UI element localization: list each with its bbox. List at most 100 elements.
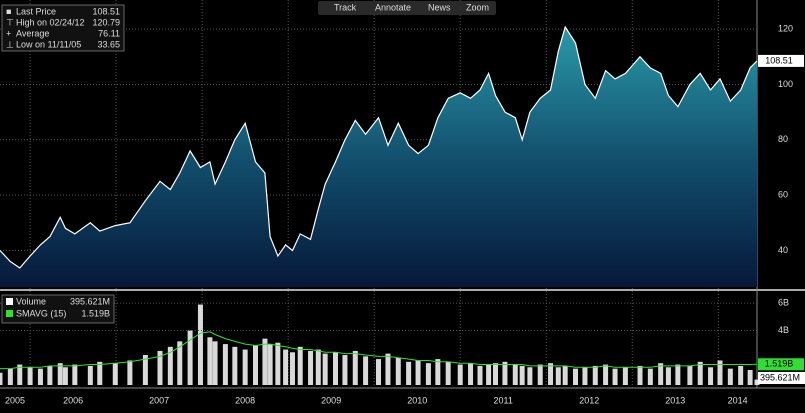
volume-bar	[697, 361, 703, 385]
volume-bar	[112, 363, 118, 385]
toolbar-news[interactable]: News	[428, 2, 451, 12]
legend-icon: ■	[6, 6, 11, 16]
volume-bar	[142, 355, 148, 385]
last-price-tag	[758, 54, 804, 67]
volume-bar	[0, 372, 3, 385]
y-tick-label: 40	[778, 245, 788, 255]
legend-label: Low on 11/11/05	[16, 39, 81, 49]
smavg-tag	[758, 358, 804, 371]
volume-bar	[425, 363, 431, 385]
x-tick-label: 2009	[321, 395, 341, 405]
toolbar-annotate[interactable]: Annotate	[375, 2, 411, 12]
volume-bar	[72, 364, 78, 385]
y-tick-label: 60	[778, 190, 788, 200]
volume-bar	[87, 365, 93, 385]
smavg-line	[0, 331, 758, 370]
volume-bar	[252, 345, 258, 385]
volume-bar	[62, 367, 68, 385]
x-tick-label: 2013	[665, 395, 685, 405]
y-tick-label: 120	[778, 23, 793, 33]
volume-bar	[363, 356, 369, 385]
volume-bar	[332, 352, 338, 385]
volume-bar	[512, 364, 518, 385]
volume-bar	[548, 363, 554, 385]
price-line	[0, 25, 758, 269]
price-area	[0, 26, 757, 288]
volume-bar	[519, 365, 525, 385]
volume-bar	[445, 361, 451, 385]
volume-bar	[27, 367, 33, 385]
volume-bar	[57, 363, 63, 385]
legend-label: Average	[16, 28, 49, 38]
volume-bar	[395, 357, 401, 385]
volume-bar	[457, 364, 463, 385]
volume-bar	[658, 363, 664, 385]
volume-bar	[717, 360, 723, 385]
layer: 2005 2006 2007 2008 2009 2010 2011 2012 2013 2014…	[0, 0, 793, 405]
volume-bar	[275, 342, 281, 385]
x-tick-label: 2008	[235, 395, 255, 405]
legend-value: 395.621M	[70, 296, 110, 306]
volume-bar	[157, 350, 163, 385]
volume-bar	[406, 361, 412, 385]
volume-bar	[747, 370, 753, 385]
volume-bar	[322, 353, 328, 385]
legend-swatch	[6, 310, 13, 317]
volume-bar	[376, 359, 381, 385]
volume-bar	[212, 341, 218, 385]
volume-bar	[315, 349, 321, 385]
legend-label: Last Price	[16, 6, 56, 16]
volume-bar	[308, 350, 314, 385]
legend-swatch	[6, 298, 13, 305]
legend-box	[1, 4, 125, 52]
volume-bar	[572, 368, 578, 385]
volume-bar	[675, 364, 681, 385]
y-tick-label: 6B	[778, 298, 789, 308]
volume-bar	[127, 360, 133, 385]
volume-bar	[592, 365, 598, 385]
volume-bar	[486, 364, 492, 385]
volume-bar	[647, 368, 653, 385]
toolbar	[318, 1, 496, 15]
volume-bar	[435, 359, 441, 385]
legend-icon: ⊤	[6, 17, 14, 27]
smavg-tag-text: 1.519B	[765, 359, 794, 369]
volume-bar	[502, 361, 508, 385]
overlay: Track Annotate News Zoom ■ Last Price 108.…	[1, 1, 805, 384]
toolbar-track[interactable]: Track	[334, 2, 357, 12]
volume-bar	[262, 338, 268, 385]
legend-value: 76.11	[98, 28, 120, 38]
volume-bar	[637, 365, 643, 385]
volume-bar	[207, 337, 213, 385]
last-price-tag-text: 108.51	[765, 55, 793, 65]
volume-bar	[47, 365, 53, 385]
volume-bar	[342, 355, 348, 385]
volume-bar	[687, 365, 693, 385]
volume-bar	[582, 367, 588, 385]
volume-tag	[758, 372, 805, 384]
volume-bar	[708, 367, 714, 385]
volume-bar	[738, 365, 744, 385]
y-tick-label: 80	[778, 134, 788, 144]
legend-icon: ⊥	[6, 39, 14, 49]
volume-bar	[415, 360, 421, 385]
x-tick-label: 2005	[5, 395, 25, 405]
y-tick-label: 4B	[778, 325, 789, 335]
volume-legend-box	[1, 294, 115, 324]
volume-bar	[17, 364, 23, 385]
x-tick-label: 2011	[494, 395, 513, 405]
volume-bar	[222, 344, 228, 385]
volume-bar	[555, 367, 561, 385]
volume-bar	[283, 349, 289, 385]
legend-value: 120.79	[92, 17, 120, 27]
volume-bar	[665, 367, 671, 385]
toolbar-zoom[interactable]: Zoom	[466, 2, 489, 12]
x-tick-label: 2007	[149, 395, 169, 405]
volume-bar	[468, 363, 474, 385]
legend-label: High on 02/24/12	[16, 17, 85, 27]
volume-bar	[187, 330, 193, 385]
volume-bar	[289, 352, 295, 385]
volume-bar	[603, 364, 609, 385]
